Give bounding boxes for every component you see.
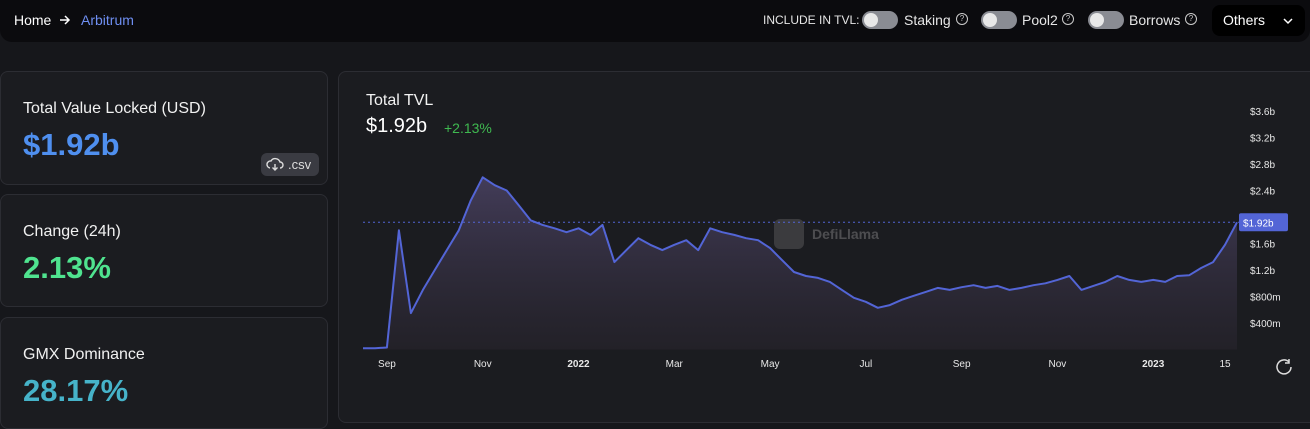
y-tick-label: $3.6b xyxy=(1250,107,1275,118)
stat-label: Total Value Locked (USD) xyxy=(23,100,206,117)
stat-value: 28.17% xyxy=(23,373,129,408)
x-tick-label: 15 xyxy=(1219,359,1231,370)
include-label: INCLUDE IN TVL: xyxy=(763,13,860,27)
x-tick-label: 2022 xyxy=(567,359,590,370)
x-tick-label: 2023 xyxy=(1142,359,1165,370)
y-tick-label: $400m xyxy=(1250,319,1281,330)
x-tick-label: Mar xyxy=(666,359,684,370)
stat-card: GMX Dominance 28.17% xyxy=(0,317,328,429)
help-icon[interactable]: ? xyxy=(956,13,968,25)
csv-button[interactable]: .csv xyxy=(261,153,319,176)
watermark-logo xyxy=(774,219,804,249)
help-icon[interactable]: ? xyxy=(1062,13,1074,25)
stat-card: Change (24h) 2.13% xyxy=(0,194,328,307)
breadcrumb-arrow xyxy=(60,15,71,25)
chart-title: Total TVL xyxy=(366,92,433,109)
y-tick-label: $2.4b xyxy=(1250,187,1275,198)
area-line xyxy=(363,176,1238,350)
stat-card: Total Value Locked (USD) $1.92b xyxy=(0,71,328,185)
dropdown-label: Others xyxy=(1223,12,1266,28)
current-label: $1.92b xyxy=(1243,218,1274,229)
y-tick-label: $3.2b xyxy=(1250,134,1275,145)
breadcrumb-home[interactable]: Home xyxy=(14,12,52,28)
refresh-icon[interactable] xyxy=(1276,359,1292,375)
y-tick-label: $1.2b xyxy=(1250,266,1275,277)
current-marker xyxy=(1239,213,1288,232)
download-icon xyxy=(266,157,284,171)
x-tick-label: Jul xyxy=(859,359,872,370)
breadcrumb-current[interactable]: Arbitrum xyxy=(81,12,134,28)
toggle-switch[interactable] xyxy=(981,11,1017,29)
toggle-label: Staking xyxy=(904,12,951,28)
chart: Total TVL $1.92b +2.13% DefiLlama $1.92b… xyxy=(363,92,1292,375)
x-tick-label: Sep xyxy=(378,359,396,370)
watermark-text: DefiLlama xyxy=(812,226,879,242)
stat-label: GMX Dominance xyxy=(23,346,145,363)
x-tick-label: May xyxy=(761,359,780,370)
y-tick-label: $800m xyxy=(1250,293,1281,304)
area-fill xyxy=(363,177,1237,350)
x-tick-label: Nov xyxy=(474,359,492,370)
x-tick-label: Nov xyxy=(1049,359,1067,370)
toggle-switch[interactable] xyxy=(1088,11,1124,29)
toggle-label: Borrows xyxy=(1129,12,1181,28)
toggle-switch[interactable] xyxy=(862,11,898,29)
help-icon[interactable]: ? xyxy=(1185,13,1197,25)
y-tick-label: $1.6b xyxy=(1250,240,1275,251)
top-bar: Home Arbitrum INCLUDE IN TVL: Staking ? … xyxy=(0,0,1310,42)
stat-label: Change (24h) xyxy=(23,223,121,240)
x-tick-label: Sep xyxy=(953,359,971,370)
chart-change: +2.13% xyxy=(444,120,492,136)
csv-label: .csv xyxy=(288,157,312,172)
watermark: DefiLlama xyxy=(774,219,879,249)
toggle-label: Pool2 xyxy=(1022,12,1058,28)
y-tick-label: $2.8b xyxy=(1250,160,1275,171)
stat-value: 2.13% xyxy=(23,250,111,285)
chevron xyxy=(1283,18,1293,25)
others-dropdown[interactable]: Others xyxy=(1212,5,1305,36)
chart-headline: $1.92b xyxy=(366,115,427,137)
stat-value: $1.92b xyxy=(23,127,120,162)
